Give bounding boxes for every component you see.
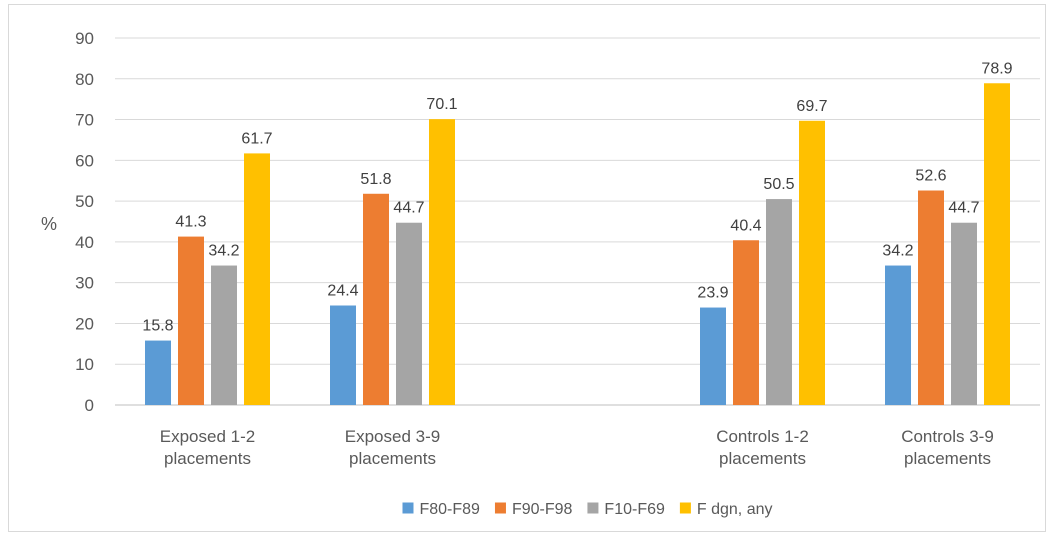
data-label: 15.8 (142, 318, 173, 335)
bar (363, 193, 389, 405)
bar (885, 265, 911, 405)
data-label: 44.7 (948, 200, 979, 217)
legend-swatch (494, 502, 506, 514)
data-label: 41.3 (175, 214, 206, 231)
data-label: 69.7 (796, 98, 827, 115)
bar (429, 119, 455, 406)
bar (244, 153, 270, 405)
legend-label: F10-F69 (604, 501, 665, 518)
bar (733, 240, 759, 405)
x-category-label: Exposed 3-9 (345, 427, 440, 446)
data-label: 70.1 (426, 96, 457, 113)
data-label: 50.5 (763, 176, 794, 193)
data-label: 34.2 (208, 243, 239, 260)
y-tick-label: 20 (75, 314, 94, 333)
x-category-label: placements (349, 449, 436, 468)
legend-swatch (402, 502, 414, 514)
y-tick-label: 60 (75, 151, 94, 170)
x-category-label: Controls 1-2 (716, 427, 809, 446)
bar (951, 222, 977, 405)
y-tick-label: 0 (85, 396, 94, 415)
data-label: 61.7 (241, 130, 272, 147)
x-category-label: placements (904, 449, 991, 468)
y-tick-label: 40 (75, 233, 94, 252)
y-tick-label: 10 (75, 355, 94, 374)
bar (211, 265, 237, 405)
x-category-label: Controls 3-9 (901, 427, 994, 446)
y-axis-title: % (41, 214, 57, 234)
data-label: 40.4 (730, 217, 761, 234)
y-tick-label: 90 (75, 29, 94, 48)
y-tick-label: 50 (75, 192, 94, 211)
data-label: 52.6 (915, 168, 946, 185)
x-category-label: placements (719, 449, 806, 468)
bar (330, 305, 356, 405)
data-label: 34.2 (882, 243, 913, 260)
data-label: 44.7 (393, 200, 424, 217)
x-axis-categories: Exposed 1-2 placements Exposed 3-9 placemen… (160, 427, 994, 468)
legend-label: F dgn, any (697, 501, 773, 518)
data-label: 24.4 (327, 283, 358, 300)
bar (799, 120, 825, 405)
data-label: 23.9 (697, 285, 728, 302)
data-label: 78.9 (981, 60, 1012, 77)
bar (700, 307, 726, 405)
y-tick-label: 70 (75, 111, 94, 130)
legend: F80-F89 F90-F98 F10-F69 F dgn, any (402, 501, 773, 518)
bars (145, 83, 1010, 406)
bar (918, 190, 944, 405)
y-tick-label: 30 (75, 274, 94, 293)
legend-swatch (679, 502, 691, 514)
bar (984, 83, 1010, 405)
bar (178, 236, 204, 405)
data-labels: 15.824.4 23.934.241.351.840.452.634.244.7… (142, 60, 1012, 334)
y-axis: 0 10 20 30 40 50 60 70 80 90 (75, 29, 94, 415)
legend-label: F90-F98 (512, 501, 573, 518)
legend-swatch (587, 502, 599, 514)
x-category-label: placements (164, 449, 251, 468)
data-label: 51.8 (360, 171, 391, 188)
bar (766, 199, 792, 405)
bar (396, 222, 422, 405)
legend-label: F80-F89 (419, 501, 480, 518)
y-tick-label: 80 (75, 70, 94, 89)
x-category-label: Exposed 1-2 (160, 427, 255, 446)
bar (145, 340, 171, 405)
